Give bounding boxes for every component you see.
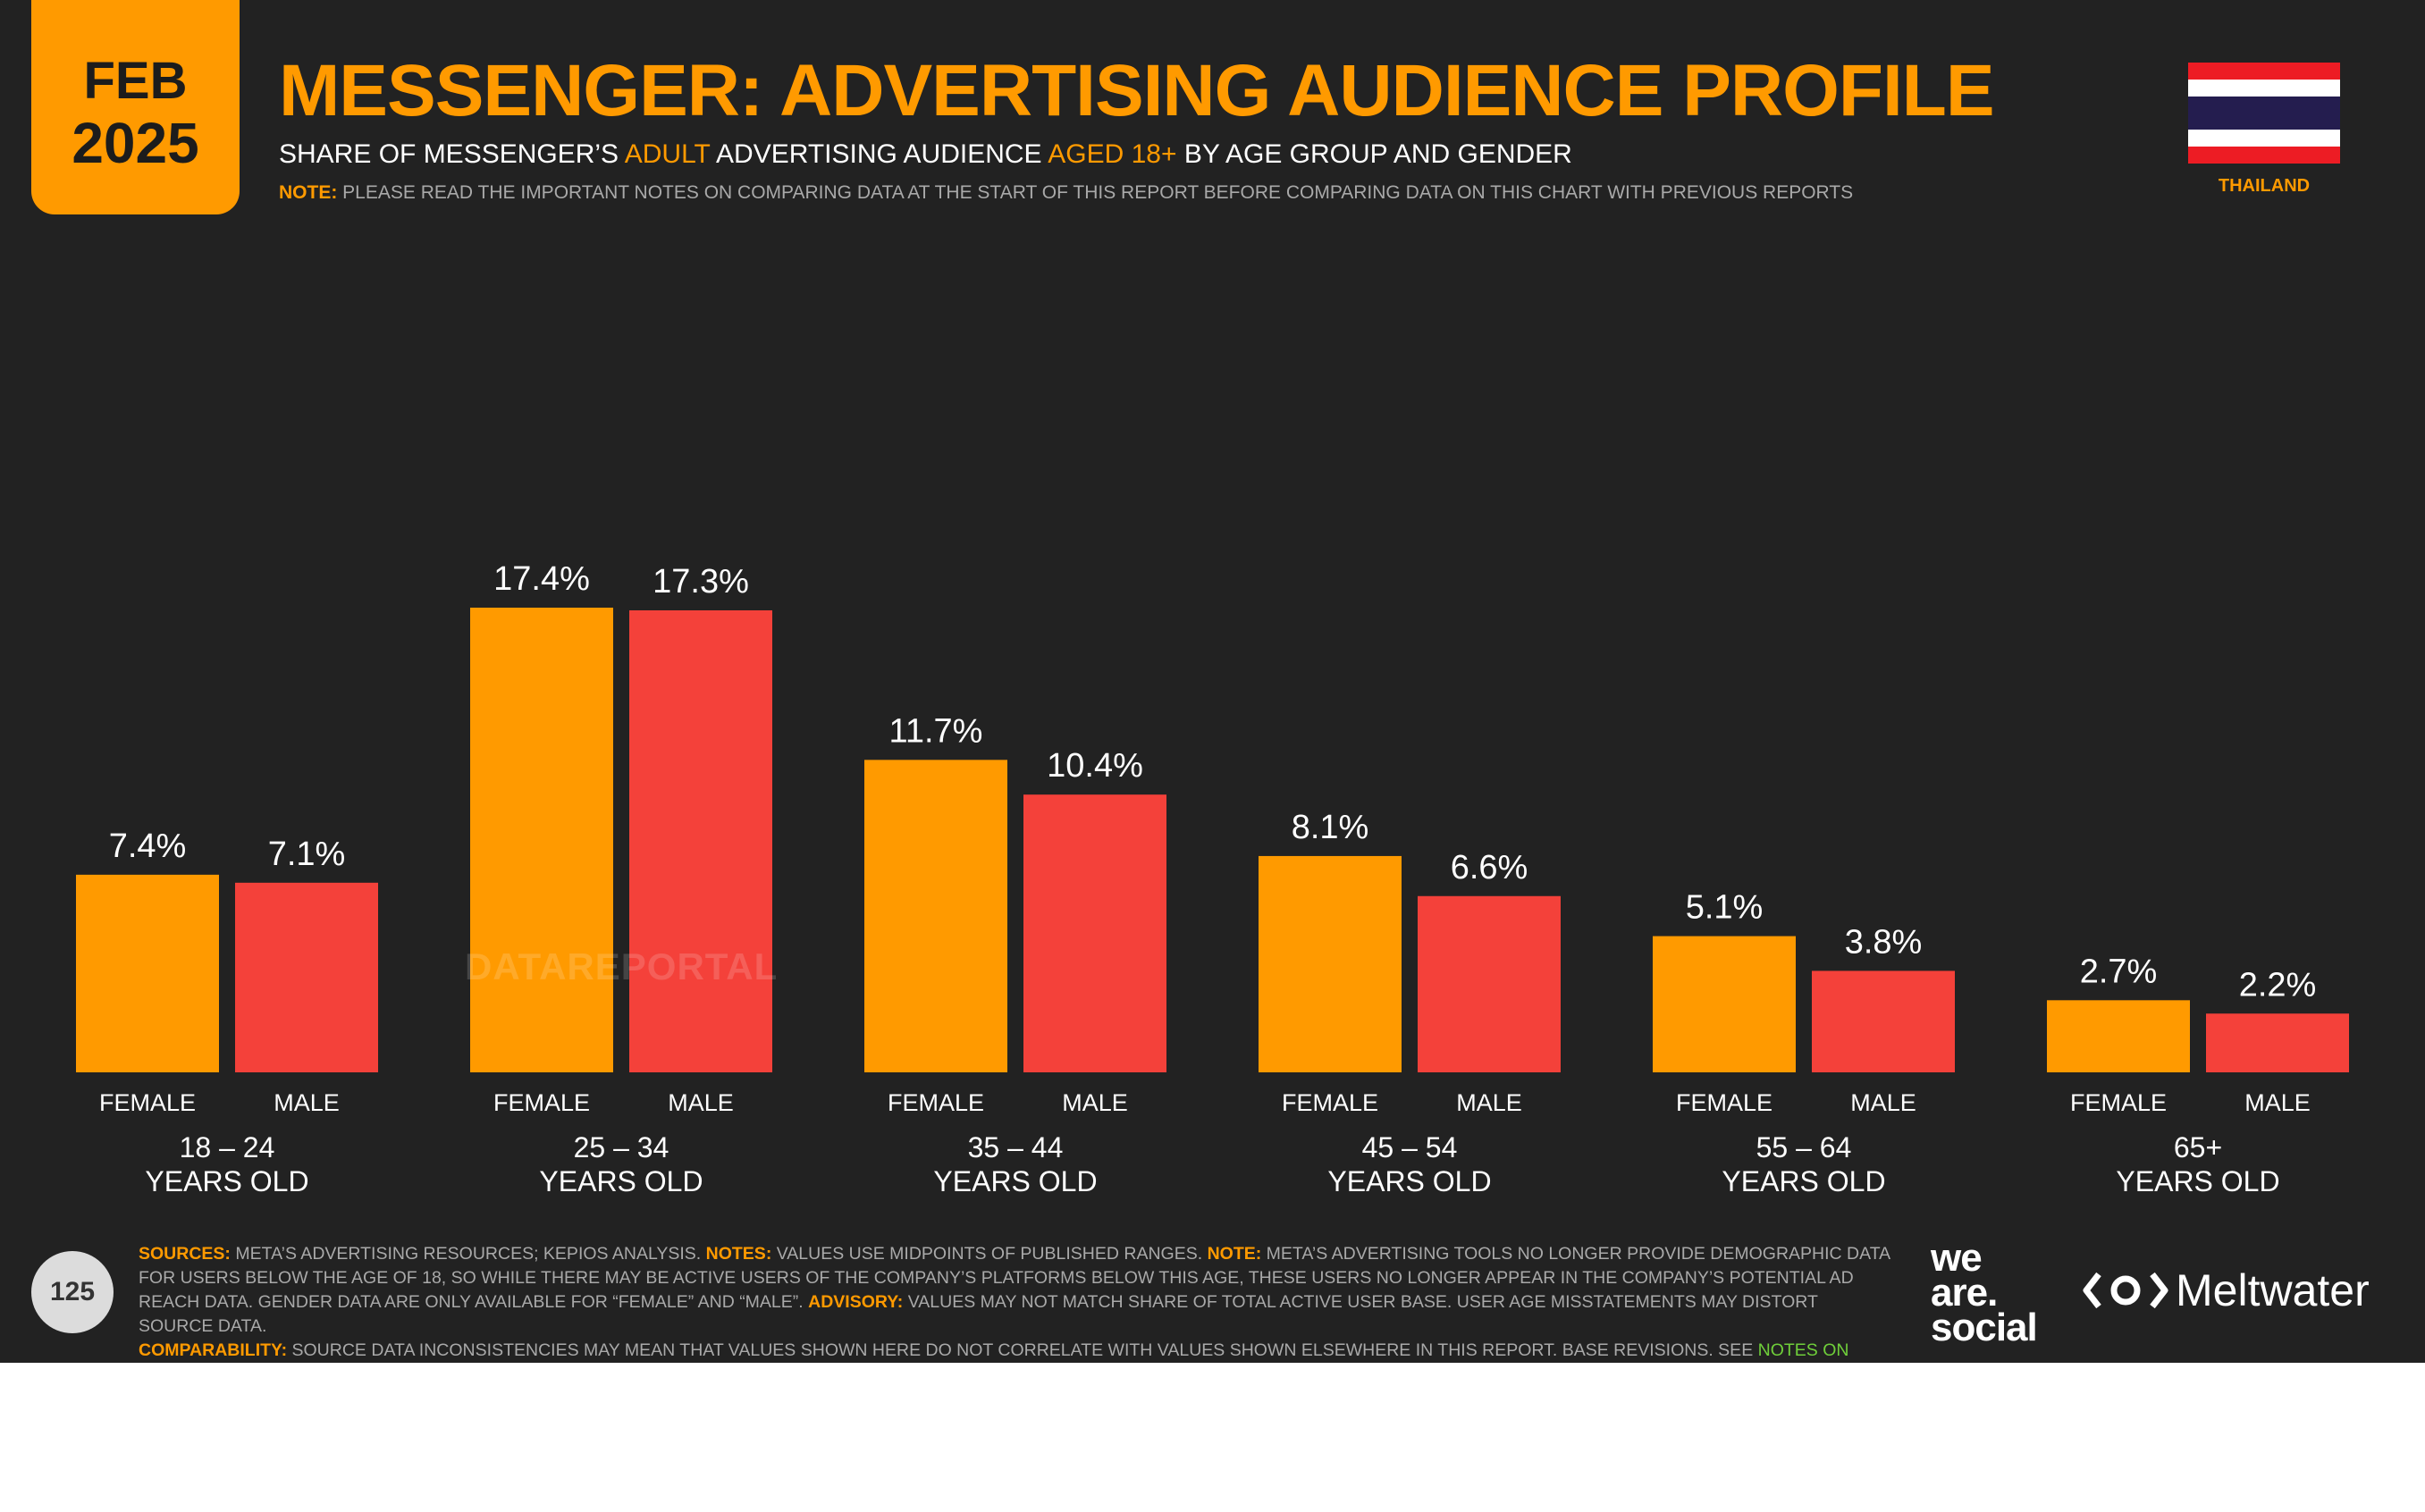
notes-on-data-link[interactable]: NOTES ON DATA xyxy=(1757,1340,1849,1360)
watermark: DATAREPORTAL xyxy=(465,945,779,987)
gender-label: MALE xyxy=(668,1089,734,1116)
gender-label: MALE xyxy=(1456,1089,1522,1116)
age-group-label: YEARS OLD xyxy=(1327,1165,1491,1197)
note-text: PLEASE READ THE IMPORTANT NOTES ON COMPA… xyxy=(342,182,1854,203)
page-title: MESSENGER: ADVERTISING AUDIENCE PROFILE xyxy=(279,50,1995,131)
logo-line: we xyxy=(1931,1236,1983,1280)
bar-female xyxy=(2047,1000,2190,1072)
thailand-flag-icon xyxy=(2188,63,2340,164)
data-label: 17.3% xyxy=(653,563,749,601)
age-group-label: YEARS OLD xyxy=(539,1165,703,1197)
comparability-label: COMPARABILITY: xyxy=(139,1340,288,1360)
bar-male xyxy=(629,609,772,1072)
note-label: NOTE: xyxy=(279,182,338,203)
slide: FEB 2025 MESSENGER: ADVERTISING AUDIENCE… xyxy=(0,0,2425,1363)
data-label: 7.1% xyxy=(268,836,346,873)
age-group-label: 45 – 54 xyxy=(1362,1131,1458,1163)
comparability-text: SOURCE DATA INCONSISTENCIES MAY MEAN THA… xyxy=(287,1340,1758,1360)
gender-label: MALE xyxy=(274,1089,340,1116)
subtitle-highlight: AGED 18+ xyxy=(1048,139,1177,169)
gender-label: FEMALE xyxy=(888,1089,984,1116)
bar-male xyxy=(2206,1013,2349,1072)
age-group-label: 55 – 64 xyxy=(1756,1131,1852,1163)
note-label: NOTE: xyxy=(1207,1244,1262,1264)
date-month: FEB xyxy=(83,52,188,110)
meltwater-wordmark: Meltwater xyxy=(2176,1265,2370,1315)
gender-label: MALE xyxy=(2244,1089,2311,1116)
gender-label: MALE xyxy=(1062,1089,1128,1116)
bar-female xyxy=(1653,936,1796,1072)
header-note: NOTE: PLEASE READ THE IMPORTANT NOTES ON… xyxy=(279,181,1853,205)
age-group-label: 35 – 44 xyxy=(968,1131,1064,1163)
logo-line: social xyxy=(1931,1306,2038,1349)
date-badge: FEB 2025 xyxy=(31,0,240,214)
age-group-label: 25 – 34 xyxy=(574,1131,669,1163)
subtitle-part: ADVERTISING AUDIENCE xyxy=(710,139,1048,169)
bar-female xyxy=(470,608,613,1072)
bar-male xyxy=(235,882,378,1072)
sources-label: SOURCES: xyxy=(139,1244,231,1264)
sources-text: META’S ADVERTISING RESOURCES; KEPIOS ANA… xyxy=(230,1244,706,1264)
data-label: 7.4% xyxy=(109,827,187,865)
bar-female xyxy=(1259,855,1402,1072)
data-label: 10.4% xyxy=(1047,747,1143,785)
we-are-social-logo: we are. social xyxy=(1931,1236,2038,1349)
data-label: 6.6% xyxy=(1451,849,1528,886)
advisory-label: ADVISORY: xyxy=(808,1292,904,1312)
gender-label: FEMALE xyxy=(99,1089,196,1116)
gender-label: FEMALE xyxy=(493,1089,590,1116)
data-label: 2.2% xyxy=(2239,966,2317,1004)
gender-label: FEMALE xyxy=(1282,1089,1378,1116)
notes-text: VALUES USE MIDPOINTS OF PUBLISHED RANGES… xyxy=(771,1244,1208,1264)
data-label: 8.1% xyxy=(1292,809,1369,846)
date-year: 2025 xyxy=(72,111,199,175)
data-label: 11.7% xyxy=(889,712,983,750)
age-group-label: YEARS OLD xyxy=(2116,1165,2279,1197)
meltwater-logo: Meltwater xyxy=(2083,1264,2370,1317)
meltwater-icon xyxy=(2083,1272,2168,1309)
data-label: 3.8% xyxy=(1845,923,1923,961)
gender-label: FEMALE xyxy=(1676,1089,1772,1116)
advisory-text: VALUES MAY NOT MATCH SHARE OF TOTAL ACTI… xyxy=(139,1292,1818,1336)
bar-female xyxy=(864,760,1007,1072)
data-label: 2.7% xyxy=(2080,953,2158,990)
logo-line: are. xyxy=(1931,1271,1998,1315)
page-subtitle: SHARE OF MESSENGER’S ADULT ADVERTISING A… xyxy=(279,138,1572,172)
age-group-label: YEARS OLD xyxy=(1722,1165,1885,1197)
data-label: 5.1% xyxy=(1686,889,1764,927)
age-group-label: YEARS OLD xyxy=(145,1165,308,1197)
age-group-label: 65+ xyxy=(2174,1131,2222,1163)
bar-male xyxy=(1812,970,1955,1072)
data-label: 17.4% xyxy=(493,560,590,598)
gender-label: FEMALE xyxy=(2070,1089,2167,1116)
subtitle-part: SHARE OF MESSENGER’S xyxy=(279,139,625,169)
footer-sources: SOURCES: META’S ADVERTISING RESOURCES; K… xyxy=(139,1242,1890,1363)
bar-female xyxy=(76,874,219,1072)
bar-male xyxy=(1418,895,1561,1072)
age-group-label: YEARS OLD xyxy=(933,1165,1097,1197)
subtitle-part: BY AGE GROUP AND GENDER xyxy=(1176,139,1572,169)
age-group-label: 18 – 24 xyxy=(180,1131,275,1163)
gender-label: MALE xyxy=(1850,1089,1916,1116)
bar-male xyxy=(1023,794,1166,1072)
note-text: META’S ADVERTISING TOOLS NO LONGER PROVI… xyxy=(139,1244,1890,1312)
country-label: THAILAND xyxy=(2218,176,2311,196)
page-number: 125 xyxy=(31,1251,114,1333)
notes-label: NOTES: xyxy=(705,1244,772,1264)
subtitle-highlight: ADULT xyxy=(624,139,711,169)
